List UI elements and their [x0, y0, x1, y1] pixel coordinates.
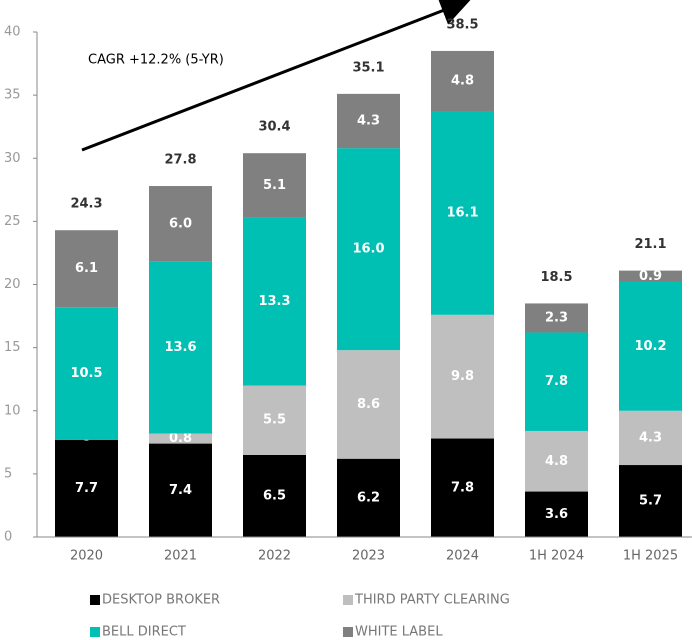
bar-segment [149, 261, 212, 434]
bar-segment [149, 186, 212, 262]
data-label: 6.5 [263, 488, 286, 503]
bar-segment [55, 307, 118, 440]
data-label: 8.6 [357, 397, 380, 412]
bar-segment [619, 410, 682, 466]
data-label: 6.0 [169, 216, 192, 231]
data-label: 10.5 [70, 366, 102, 381]
data-label: 16.0 [352, 242, 384, 257]
bar-segment [243, 385, 306, 455]
total-label: 35.1 [352, 60, 384, 75]
x-tick-label: 2020 [70, 549, 103, 564]
y-tick-label: 40 [4, 25, 21, 40]
data-label: 4.3 [639, 430, 662, 445]
bar-segment [243, 217, 306, 386]
legend-swatch [90, 627, 100, 637]
data-label: 7.4 [169, 483, 192, 498]
bar-segment [149, 443, 212, 537]
bar-segment [337, 458, 400, 537]
data-label: 10.2 [634, 339, 666, 354]
legend-swatch [343, 627, 353, 637]
total-label: 38.5 [446, 17, 478, 32]
data-label: 7.8 [545, 374, 568, 389]
data-label: 7.7 [75, 481, 98, 496]
legend-label: THIRD PARTY CLEARING [354, 593, 510, 608]
data-label: 13.6 [164, 340, 196, 355]
data-label: 6.2 [357, 490, 380, 505]
x-tick-label: 2021 [164, 549, 197, 564]
legend-label: WHITE LABEL [355, 625, 443, 640]
data-label: 16.1 [446, 206, 478, 221]
legend-swatch [90, 595, 100, 605]
total-label: 27.8 [164, 153, 196, 168]
data-label: 3.6 [545, 507, 568, 522]
data-label: 5.1 [263, 178, 286, 193]
legend-label: DESKTOP BROKER [102, 593, 220, 608]
y-tick-label: 5 [4, 466, 12, 481]
x-tick-label: 2022 [258, 549, 291, 564]
data-label: 0.9 [639, 269, 662, 284]
data-label: 5.7 [639, 494, 662, 509]
bar-segment [431, 111, 494, 315]
x-tick-label: 2023 [352, 549, 385, 564]
total-label: 18.5 [540, 270, 572, 285]
bar-segment [337, 93, 400, 149]
y-tick-label: 0 [4, 530, 12, 545]
total-label: 30.4 [258, 120, 290, 135]
bar-segment [431, 50, 494, 112]
data-label: 4.8 [545, 454, 568, 469]
y-tick-label: 15 [4, 340, 21, 355]
bar-segment [619, 465, 682, 537]
data-label: 4.3 [357, 114, 380, 129]
bar-segment [525, 332, 588, 431]
cagr-arrow [81, 0, 471, 152]
data-label: 0.8 [169, 431, 192, 446]
data-label: 5.5 [263, 413, 286, 428]
y-tick-label: 10 [4, 403, 21, 418]
total-label: 21.1 [634, 237, 666, 252]
y-tick-label: 20 [4, 277, 21, 292]
x-tick-label: 1H 2025 [623, 549, 678, 564]
bar-segment [431, 314, 494, 439]
data-label: 4.8 [451, 74, 474, 89]
bar-segment [525, 491, 588, 537]
legend-swatch [343, 595, 353, 605]
total-label: 24.3 [70, 197, 102, 212]
x-tick-label: 1H 2024 [529, 549, 584, 564]
bar-segment [337, 148, 400, 351]
bar-segment [525, 430, 588, 492]
data-label: 7.8 [451, 480, 474, 495]
bar-segment [243, 454, 306, 537]
bar-segment [431, 438, 494, 537]
y-tick-label: 35 [4, 88, 21, 103]
x-tick-label: 2024 [446, 549, 479, 564]
data-label: 6.1 [75, 261, 98, 276]
y-tick-label: 30 [4, 151, 21, 166]
bar-segment [55, 439, 118, 537]
bar-segment [525, 303, 588, 333]
bar-segment [337, 350, 400, 459]
bar-segment [619, 270, 682, 282]
data-label: 9.8 [451, 369, 474, 384]
legend-label: BELL DIRECT [102, 625, 186, 640]
y-tick-label: 25 [4, 214, 21, 229]
annotation: CAGR +12.2% (5-YR) [88, 53, 224, 68]
bar-segment [55, 230, 118, 308]
data-label: 2.3 [545, 310, 568, 325]
bar-segment [619, 281, 682, 411]
data-label: 13.3 [258, 294, 290, 309]
bar-segment [149, 433, 212, 444]
bar-segment [243, 153, 306, 218]
